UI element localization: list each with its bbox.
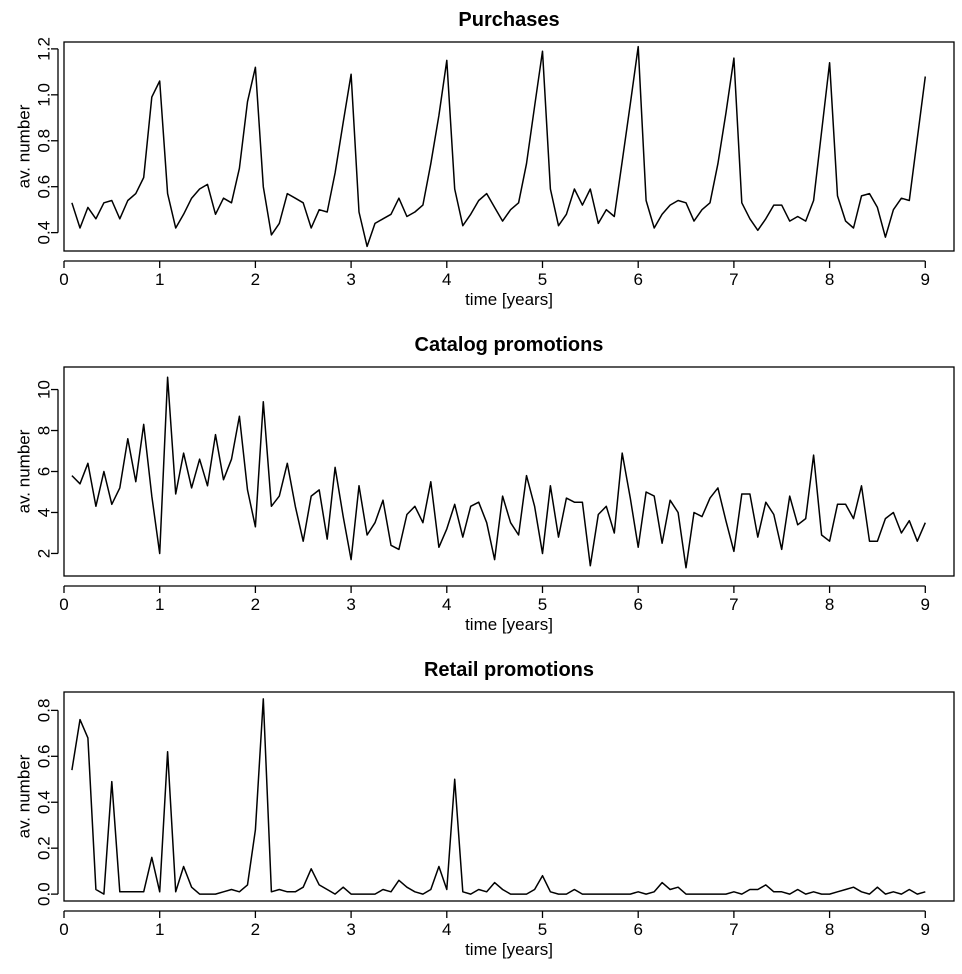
plot-frame xyxy=(63,366,955,577)
chart-title: Retail promotions xyxy=(424,659,594,681)
x-tick-label: 1 xyxy=(155,920,164,939)
x-tick-label: 8 xyxy=(825,270,834,289)
series-line xyxy=(71,698,926,895)
x-tick-label: 8 xyxy=(825,920,834,939)
x-tick-label: 2 xyxy=(251,270,260,289)
y-tick-label: 0.6 xyxy=(35,744,54,768)
y-tick-label: 0.2 xyxy=(35,836,54,860)
y-tick-label: 10 xyxy=(35,380,54,399)
y-tick-label: 0.4 xyxy=(35,221,54,245)
chart-title: Purchases xyxy=(458,9,559,31)
chart-retail-promotions: Retail promotions 0 1 2 3 4 5 6 7 8 9 time [years] 0… xyxy=(0,650,962,974)
x-axis-label: time [years] xyxy=(465,615,553,634)
y-tick-label: 1.0 xyxy=(35,83,54,107)
x-tick-label: 3 xyxy=(346,920,355,939)
x-tick-label: 6 xyxy=(633,595,642,614)
x-tick-label: 5 xyxy=(538,920,547,939)
x-tick-label: 1 xyxy=(155,270,164,289)
x-tick-label: 3 xyxy=(346,270,355,289)
x-tick-label: 4 xyxy=(442,595,451,614)
chart-svg-retail-promotions: Retail promotions 0 1 2 3 4 5 6 7 8 9 time [years] 0… xyxy=(15,659,955,959)
y-tick-label: 0.6 xyxy=(35,175,54,199)
x-tick-label: 8 xyxy=(825,595,834,614)
x-tick-label: 7 xyxy=(729,270,738,289)
x-tick-label: 6 xyxy=(633,270,642,289)
chart-catalog-promotions: Catalog promotions 0 1 2 3 4 5 6 7 8 9 time [years]… xyxy=(0,325,962,650)
y-tick-label: 0.8 xyxy=(35,699,54,723)
series-line xyxy=(71,45,927,248)
x-tick-label: 6 xyxy=(633,920,642,939)
x-tick-label: 9 xyxy=(921,595,930,614)
x-tick-label: 0 xyxy=(59,270,68,289)
y-axis-label: av. number xyxy=(15,429,34,513)
x-tick-label: 0 xyxy=(59,920,68,939)
y-tick-label: 1.2 xyxy=(35,37,54,61)
y-axis-label: av. number xyxy=(15,104,34,188)
plot-frame xyxy=(63,691,955,902)
x-tick-label: 0 xyxy=(59,595,68,614)
x-tick-label: 4 xyxy=(442,270,451,289)
y-tick-label: 0.4 xyxy=(35,790,54,814)
plot-frame xyxy=(63,41,955,252)
x-axis-label: time [years] xyxy=(465,940,553,959)
x-tick-label: 1 xyxy=(155,595,164,614)
chart-svg-purchases: Purchases 0 1 2 3 4 5 6 7 8 9 time [years] 0.4 0.6 0.8… xyxy=(15,9,955,309)
x-tick-label: 7 xyxy=(729,920,738,939)
y-tick-label: 6 xyxy=(35,467,54,476)
chart-svg-catalog-promotions: Catalog promotions 0 1 2 3 4 5 6 7 8 9 time [years]… xyxy=(15,334,955,634)
x-tick-label: 7 xyxy=(729,595,738,614)
y-tick-label: 4 xyxy=(35,508,54,517)
x-tick-label: 5 xyxy=(538,595,547,614)
x-tick-label: 2 xyxy=(251,920,260,939)
x-tick-label: 9 xyxy=(921,920,930,939)
y-tick-label: 8 xyxy=(35,426,54,435)
x-axis-label: time [years] xyxy=(465,290,553,309)
x-tick-label: 2 xyxy=(251,595,260,614)
y-tick-label: 0.8 xyxy=(35,129,54,153)
y-axis-label: av. number xyxy=(15,754,34,838)
x-tick-label: 5 xyxy=(538,270,547,289)
y-tick-label: 2 xyxy=(35,549,54,558)
chart-title: Catalog promotions xyxy=(415,334,604,356)
chart-purchases: Purchases 0 1 2 3 4 5 6 7 8 9 time [years] 0.4 0.6 0.8… xyxy=(0,0,962,325)
x-tick-label: 4 xyxy=(442,920,451,939)
x-tick-label: 9 xyxy=(921,270,930,289)
series-line xyxy=(71,376,926,569)
y-tick-label: 0.0 xyxy=(35,882,54,906)
x-tick-label: 3 xyxy=(346,595,355,614)
